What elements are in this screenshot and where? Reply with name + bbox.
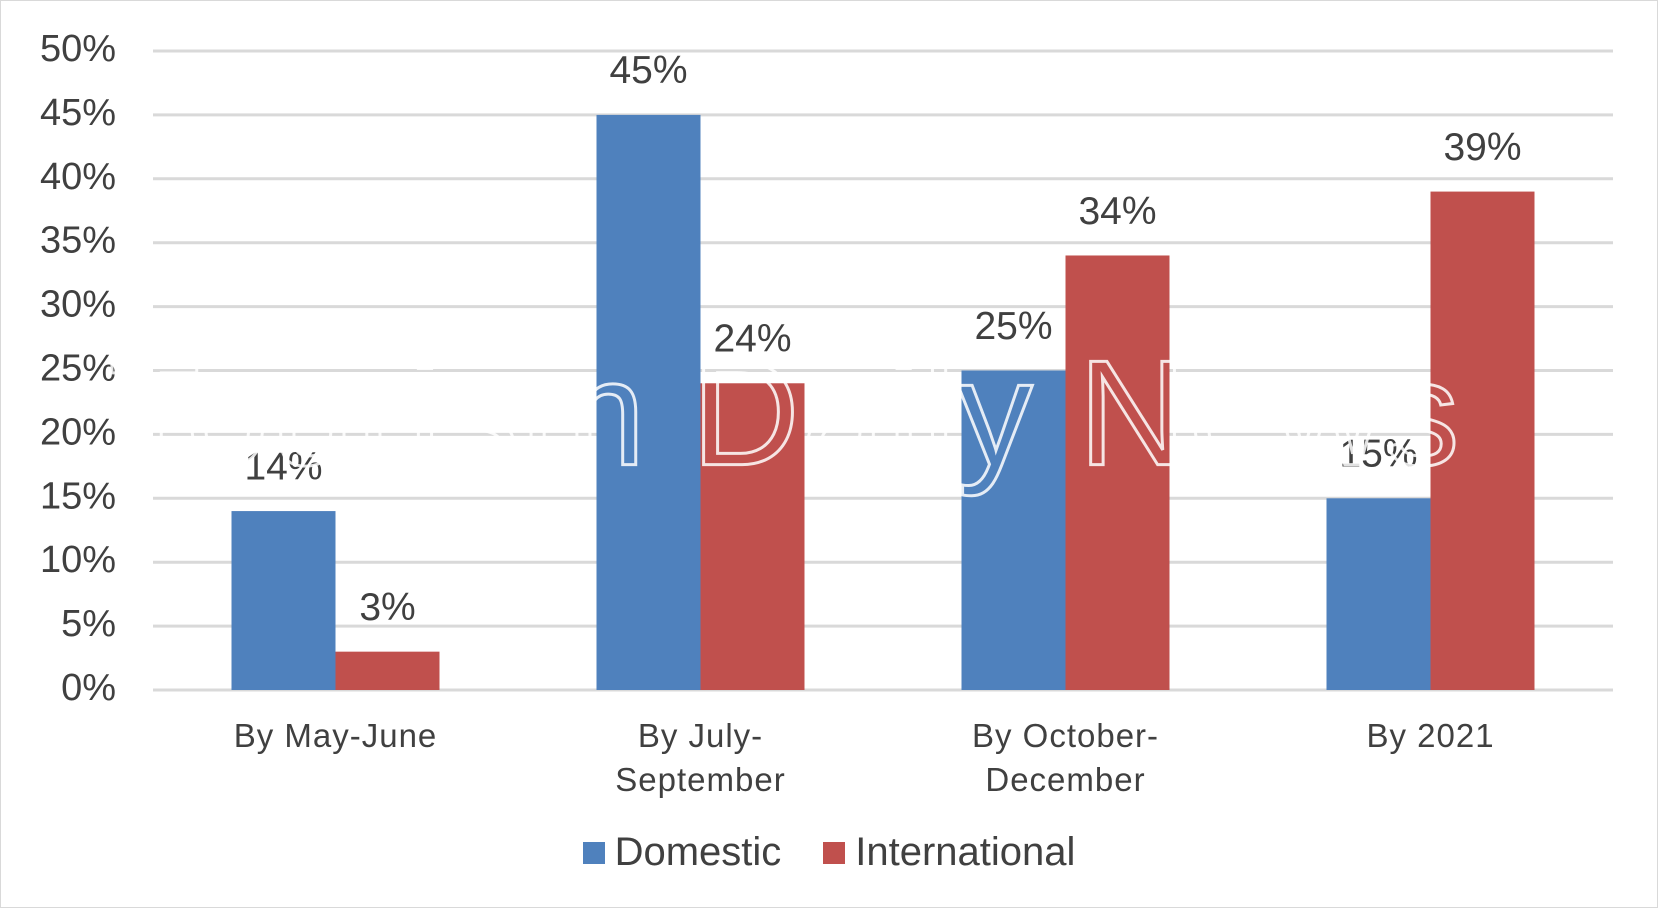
y-tick-label: 20% — [40, 411, 116, 453]
y-tick-label: 35% — [40, 220, 116, 262]
legend-label: Domestic — [614, 830, 782, 874]
bar — [335, 651, 440, 690]
bar — [961, 370, 1066, 690]
data-label: 39% — [1443, 126, 1521, 169]
x-tick-label: By October-December — [971, 717, 1160, 798]
y-tick-label: 25% — [40, 348, 116, 390]
data-label: 45% — [609, 49, 687, 92]
legend-label: International — [855, 830, 1076, 874]
bar — [1065, 255, 1170, 691]
data-label: 15% — [1339, 433, 1417, 476]
bar — [1326, 498, 1431, 690]
x-tick-label: By 2021 — [1366, 717, 1495, 754]
bar — [700, 383, 805, 690]
y-tick-label: 45% — [40, 92, 116, 134]
x-tick-label: By May-June — [233, 717, 438, 754]
bar — [231, 511, 336, 690]
data-label: 25% — [974, 305, 1052, 348]
y-tick-label: 15% — [40, 475, 116, 517]
y-tick-label: 30% — [40, 284, 116, 326]
y-tick-label: 5% — [61, 603, 116, 645]
legend-swatch — [582, 841, 605, 864]
legend: Domestic International — [0, 830, 1658, 875]
y-tick-label: 0% — [61, 667, 116, 709]
y-tick-label: 50% — [40, 28, 116, 70]
data-label: 34% — [1078, 190, 1156, 233]
x-tick-label: By July-September — [615, 717, 786, 798]
bar — [596, 114, 701, 690]
y-tick-label: 40% — [40, 156, 116, 198]
data-label: 3% — [359, 586, 415, 629]
bar — [1430, 191, 1535, 690]
data-label: 24% — [713, 318, 791, 361]
legend-item: Domestic — [582, 830, 782, 875]
y-tick-label: 10% — [40, 539, 116, 581]
legend-swatch — [823, 841, 846, 864]
legend-item: International — [823, 830, 1075, 875]
data-label: 14% — [244, 445, 322, 488]
watermark: Tourism Daily News — [109, 329, 1462, 497]
